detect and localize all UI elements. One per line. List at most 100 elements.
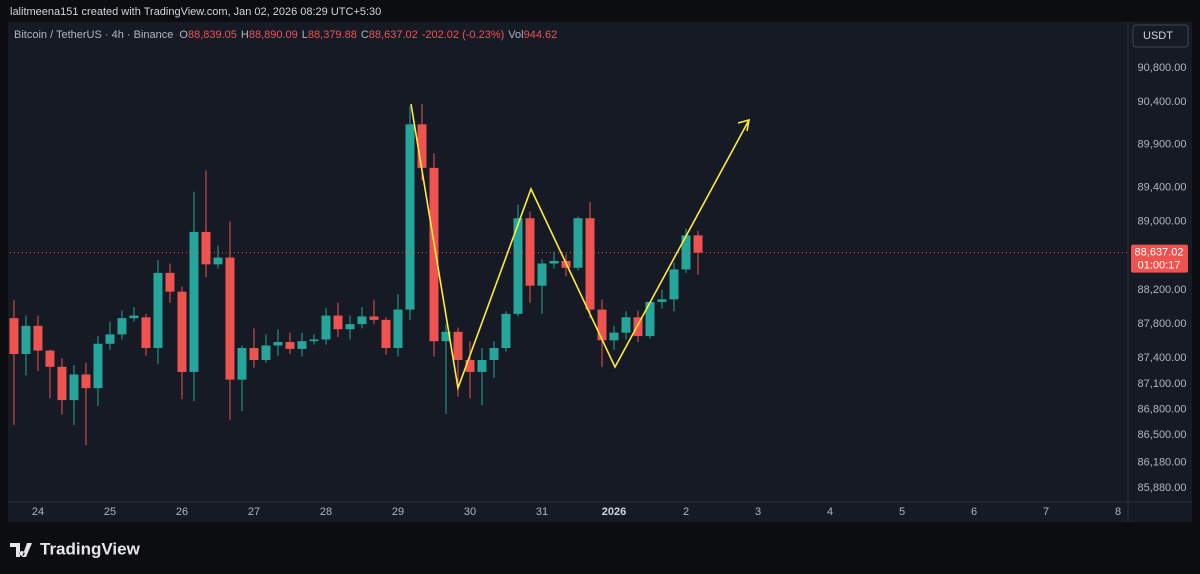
legend-label: C [361,29,369,41]
y-tick-label: 87,100.00 [1138,378,1187,390]
candle-body [441,331,451,342]
candle-body [261,345,271,360]
legend-label: Vol [508,29,523,41]
x-tick-label: 28 [320,506,332,518]
candle-body [621,317,631,333]
legend-label: O [179,29,188,41]
x-tick-label: 2 [683,506,689,518]
candle-body [525,218,535,286]
legend-label: H [241,29,249,41]
candle-body [129,315,139,319]
candle-body [45,350,55,367]
candle-body [309,339,319,342]
x-tick-label: 26 [176,506,188,518]
header-text: lalitmeena151 created with TradingView.c… [10,6,381,18]
candle-body [225,257,235,380]
candle-body [369,316,379,320]
candle-body [33,325,43,351]
candle-body [141,317,151,349]
y-tick-label: 90,400.00 [1138,96,1187,108]
candle-body [585,218,595,310]
candle-body [249,348,259,360]
legend-value: 944.62 [524,29,558,41]
candle-body [81,374,91,389]
y-tick-label: 86,180.00 [1138,456,1187,468]
candle-body [9,318,19,355]
symbol-title: Bitcoin / TetherUS · 4h · Binance [14,29,173,41]
logo: TradingView [10,539,141,558]
candle-body [693,235,703,253]
logo-icon [10,543,32,557]
candle-body [21,325,31,355]
drawing-arrowhead [737,118,751,132]
candle-body [117,318,127,335]
y-tick-label: 85,880.00 [1138,482,1187,494]
x-tick-label: 6 [971,506,977,518]
candle-body [405,124,415,310]
candle-body [537,263,547,286]
x-tick-label: 4 [827,506,833,518]
candle-body [633,317,643,337]
candle-body [513,218,523,314]
countdown-label: 01:00:17 [1138,260,1181,272]
x-tick-label: 3 [755,506,761,518]
candle-body [177,291,187,372]
candle-body [645,301,655,337]
drawing-line [410,103,750,392]
candle-body [597,309,607,341]
x-tick-label: 30 [464,506,476,518]
x-tick-label: 29 [392,506,404,518]
brand: TradingView [40,539,141,558]
legend-change: -202.02 (-0.23%) [422,29,505,41]
y-tick-label: 87,400.00 [1138,352,1187,364]
last-price-box [1131,244,1188,273]
x-tick-label: 24 [32,506,44,518]
candle-body [453,331,463,360]
legend-label: L [302,29,308,41]
candle-body [153,272,163,349]
candle-body [57,366,67,401]
candle-body [477,359,487,372]
x-tick-label: 27 [248,506,260,518]
candle-body [273,342,283,346]
chart-panel [8,22,1192,522]
candle-body [213,257,223,265]
candle-body [657,299,667,302]
drawing [410,103,751,392]
candle-body [501,313,511,349]
x-tick-label: 7 [1043,506,1049,518]
candle-body [357,316,367,325]
candle-body [297,341,307,349]
y-tick-label: 89,000.00 [1138,216,1187,228]
candle-body [489,348,499,360]
candle-body [105,334,115,344]
candle-body [201,231,211,265]
candle-body [189,231,199,372]
candle-body [669,269,679,300]
candle-body [573,218,583,268]
candle-body [417,124,427,168]
currency-button[interactable] [1132,24,1189,48]
legend-value: 88,637.02 [369,29,418,41]
legend: Bitcoin / TetherUS · 4h · Binance O88,839… [14,29,557,41]
y-tick-label: 90,800.00 [1138,62,1187,74]
y-tick-label: 89,400.00 [1138,181,1187,193]
y-tick-label: 87,800.00 [1138,318,1187,330]
candle-body [345,324,355,330]
candle-body [93,343,103,389]
x-tick-label: 2026 [602,506,626,518]
last-price-label: 88,637.02 [1135,247,1184,259]
legend-value: 88,890.09 [249,29,298,41]
y-tick-label: 88,200.00 [1138,284,1187,296]
candle-body [465,359,475,372]
plot-area: 90,800.00 90,400.00 89,900.00 89,400.00 89,0… [9,62,1186,518]
candle-body [549,260,559,264]
candle-body [393,309,403,349]
candle-body [165,272,175,292]
x-tick-label: 8 [1115,506,1121,518]
candle-body [381,319,391,349]
candle-body [321,315,331,340]
candle-body [609,332,619,341]
legend-value: 88,379.88 [308,29,357,41]
